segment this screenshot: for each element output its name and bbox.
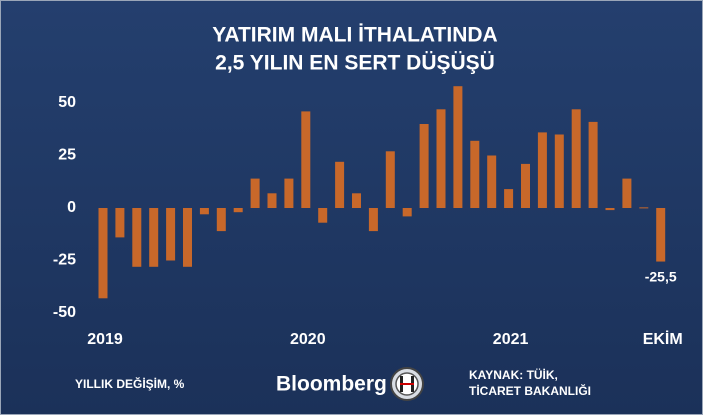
bar (436, 109, 446, 208)
y-tick-label: 25 (58, 147, 76, 164)
y-tick-label: 50 (58, 94, 76, 111)
bar (199, 208, 209, 215)
x-tick-label: 2019 (87, 331, 123, 348)
bar (385, 151, 395, 208)
x-tick-label: 2020 (290, 331, 326, 348)
bar (487, 155, 497, 208)
source: KAYNAK: TÜİK, (469, 367, 558, 382)
bar (504, 189, 514, 208)
bar (622, 178, 632, 208)
bar (470, 140, 480, 208)
bar (402, 208, 412, 217)
y-tick-label: -25 (53, 252, 76, 269)
y-tick-label: -50 (53, 304, 76, 321)
value-label: -25,5 (645, 268, 677, 284)
bar (368, 208, 378, 232)
bar (605, 208, 615, 211)
bar (537, 132, 547, 208)
x-tick-label: EKİM (643, 330, 683, 348)
bar (149, 208, 159, 267)
bar (335, 161, 345, 208)
bar (250, 178, 260, 208)
bar (571, 109, 581, 208)
bar (521, 163, 530, 208)
bar (284, 178, 294, 208)
chart-title: 2,5 YILIN EN SERT DÜŞÜŞÜ (215, 52, 495, 75)
logo (390, 367, 424, 401)
y-tick-label: 0 (67, 199, 76, 216)
bar (216, 208, 226, 232)
bar (419, 124, 429, 208)
bar (656, 208, 666, 262)
bar (233, 208, 243, 213)
bar (132, 208, 142, 267)
bar (588, 121, 598, 208)
bar (352, 193, 361, 208)
chart-title: YATIRIM MALI İTHALATINDA (212, 24, 497, 47)
bar (453, 86, 463, 208)
x-tick-label: 2021 (493, 331, 529, 348)
source: TİCARET BAKANLIĞI (469, 383, 591, 398)
bar (318, 208, 328, 223)
bar (267, 193, 277, 208)
unit-label: YILLIK DEĞİŞİM, % (75, 376, 185, 391)
bar (183, 208, 192, 267)
bar (115, 208, 125, 238)
bar (98, 208, 108, 299)
bar (639, 207, 649, 209)
bar (554, 134, 564, 208)
brand: Bloomberg (276, 373, 387, 396)
bar (301, 111, 311, 208)
bar (166, 208, 176, 261)
